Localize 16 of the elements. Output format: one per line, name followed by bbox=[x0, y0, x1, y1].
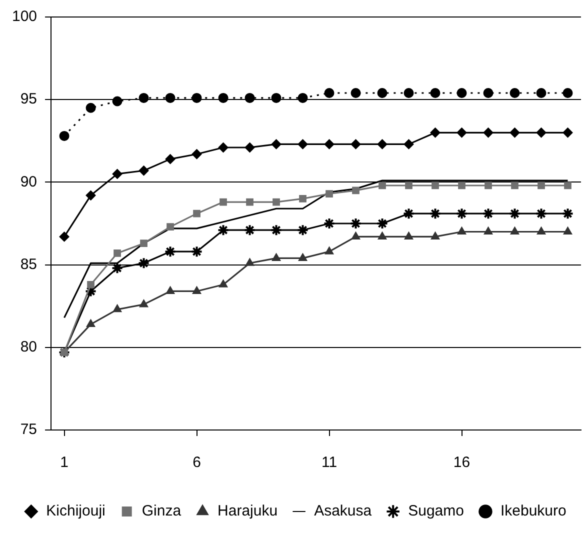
legend-label: Asakusa bbox=[314, 502, 372, 520]
legend-label: Ginza bbox=[142, 502, 182, 520]
y-tick-label: 100 bbox=[12, 8, 38, 26]
legend-label: Kichijouji bbox=[46, 502, 106, 520]
y-tick-label: 85 bbox=[20, 256, 38, 273]
x-tick-label: 6 bbox=[192, 454, 201, 472]
legend-label: Ikebukuro bbox=[500, 502, 566, 520]
y-tick-label: 80 bbox=[20, 338, 38, 356]
y-tick-label: 95 bbox=[20, 90, 38, 108]
y-tick-label: 75 bbox=[20, 421, 38, 438]
legend-label: Sugamo bbox=[408, 502, 464, 520]
x-tick-label: 16 bbox=[453, 454, 470, 472]
y-tick-label: 90 bbox=[20, 173, 38, 190]
legend-label: Harajuku bbox=[218, 502, 278, 520]
x-tick-label: 11 bbox=[321, 454, 338, 472]
x-tick-label: 1 bbox=[60, 454, 68, 472]
